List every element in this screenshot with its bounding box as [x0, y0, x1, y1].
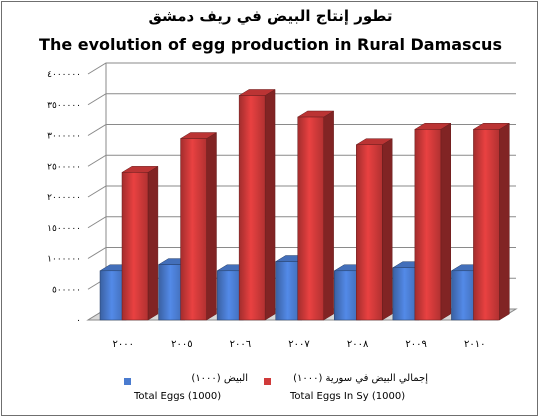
bar-series-2-4-side	[382, 138, 393, 321]
y-tick-label-1: ٥٠٠٠٠٠	[52, 285, 81, 295]
legend-label-series-1-arabic: البيض (١٠٠٠)	[191, 373, 248, 384]
y-tick-label-8: ٤٠٠٠٠٠٠	[47, 70, 81, 80]
x-tick-label-4: ٢٠٠٨	[347, 339, 369, 350]
x-tick-label-3: ٢٠٠٧	[288, 339, 310, 350]
gridline-8	[87, 62, 516, 75]
legend-label-series-2-arabic: إجمالي البيض في سورية (١٠٠٠)	[293, 373, 428, 384]
bar-series-1-4	[334, 270, 361, 321]
bar-series-2-0	[121, 172, 149, 321]
bar-series-2-1-side	[206, 132, 217, 321]
bar-series-2-1	[180, 138, 207, 321]
bar-series-1-0	[99, 270, 127, 321]
bar-series-2-3-side	[323, 110, 334, 321]
bar-series-2-3	[297, 116, 324, 321]
bar-series-1-3	[275, 261, 302, 321]
bar-series-1-6	[451, 270, 478, 321]
y-tick-label-0: ٠	[76, 316, 81, 326]
bar-series-2-6-side	[499, 122, 510, 321]
y-tick-label-5: ٢٥٠٠٠٠٠	[47, 162, 81, 172]
bar-series-2-6	[473, 129, 500, 321]
gridline-6	[87, 124, 516, 136]
bar-series-2-5-side	[440, 122, 452, 321]
legend-label-series-2-english: Total Eggs In Sy (1000)	[290, 391, 406, 402]
bar-series-2-5	[414, 129, 442, 321]
x-tick-label-2: ٢٠٠٦	[230, 339, 251, 350]
legend-swatch-series-1	[124, 378, 131, 385]
y-tick-label-2: ١٠٠٠٠٠٠	[47, 255, 81, 265]
x-tick-label-6: ٢٠١٠	[464, 339, 485, 350]
chart-title-english: The evolution of egg production in Rural…	[39, 35, 502, 54]
bar-series-2-0-side	[147, 165, 159, 321]
x-tick-label-0: ٢٠٠٠	[113, 339, 134, 350]
y-tick-label-3: ١٥٠٠٠٠٠	[47, 224, 81, 234]
bar-series-1-5	[392, 267, 420, 321]
bar-series-2-2	[238, 95, 266, 321]
bar-series-1-1	[158, 264, 185, 321]
y-tick-label-7: ٣٥٠٠٠٠٠	[47, 101, 81, 111]
x-tick-label-5: ٢٠٠٩	[405, 339, 426, 350]
bar-series-1-2	[216, 270, 244, 321]
y-tick-label-4: ٢٠٠٠٠٠٠	[47, 193, 81, 203]
bar-series-2-4	[356, 144, 383, 321]
gridline-7	[87, 93, 516, 106]
y-tick-label-6: ٣٠٠٠٠٠٠	[47, 132, 81, 142]
x-tick-label-1: ٢٠٠٥	[171, 339, 192, 350]
legend-label-series-1-english: Total Eggs (1000)	[134, 391, 222, 402]
legend-swatch-series-2	[264, 378, 271, 385]
chart-title-arabic: تطور إنتاج البيض في ريف دمشق	[148, 7, 393, 25]
bar-series-2-2-side	[264, 89, 276, 321]
